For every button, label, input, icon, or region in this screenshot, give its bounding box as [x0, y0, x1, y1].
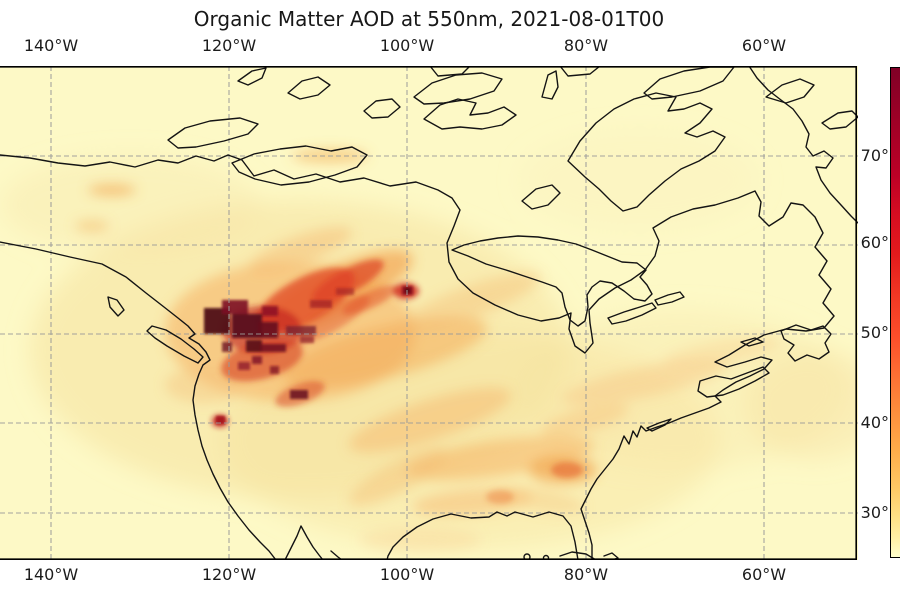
lon-label-140w-top: 140°W	[23, 36, 79, 55]
colorbar	[890, 67, 900, 558]
lon-label-100w-bottom: 100°W	[379, 565, 435, 584]
lon-label-60w-bottom: 60°W	[741, 565, 787, 584]
lat-label-30n: 30°	[860, 503, 889, 522]
lon-label-80w-top: 80°W	[563, 36, 609, 55]
graticule	[0, 66, 858, 560]
lat-label-50n: 50°	[860, 323, 889, 342]
lat-label-40n: 40°	[860, 413, 889, 432]
lon-label-120w-top: 120°W	[201, 36, 257, 55]
lat-label-70n: 70°	[860, 146, 889, 165]
coastlines	[0, 66, 858, 560]
map-border	[0, 66, 857, 560]
map-svg	[0, 66, 858, 560]
lon-label-100w-top: 100°W	[379, 36, 435, 55]
lon-label-60w-top: 60°W	[741, 36, 787, 55]
plot-title: Organic Matter AOD at 550nm, 2021-08-01T…	[193, 7, 665, 31]
lon-label-80w-bottom: 80°W	[563, 565, 609, 584]
lon-label-140w-bottom: 140°W	[23, 565, 79, 584]
lat-label-60n: 60°	[860, 233, 889, 252]
lon-label-120w-bottom: 120°W	[201, 565, 257, 584]
map-canvas	[0, 66, 858, 560]
